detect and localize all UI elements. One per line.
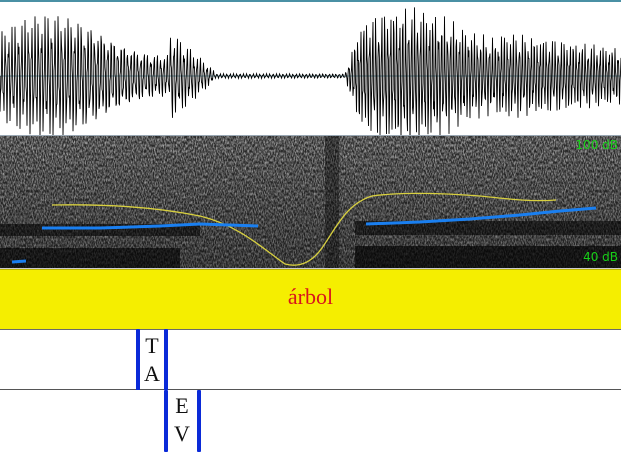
boundary-marker[interactable]: [164, 390, 168, 452]
segment-label[interactable]: E: [175, 393, 189, 418]
pitch-track-right: [365, 206, 597, 226]
boundary-marker[interactable]: [136, 329, 140, 392]
intensity-curve: [51, 192, 557, 266]
pitch-track-left: [42, 222, 259, 230]
waveform-trace: [0, 7, 621, 135]
spectrogram-panel[interactable]: 100 dB 40 dB: [0, 136, 621, 269]
boundary-marker[interactable]: [197, 390, 201, 452]
spectrogram-shade: [0, 136, 621, 268]
pitch-track-stub: [11, 259, 27, 264]
db-max-label: 100 dB: [575, 138, 618, 152]
word-tier[interactable]: árbol: [0, 269, 621, 330]
word-label[interactable]: árbol: [287, 284, 334, 309]
waveform-panel[interactable]: [0, 0, 621, 136]
segment-label[interactable]: T: [145, 333, 159, 358]
waveform-plot: [0, 7, 621, 135]
db-min-label: 40 dB: [583, 250, 618, 264]
annotation-tier-2[interactable]: E V: [0, 390, 621, 452]
segment-label[interactable]: A: [144, 361, 160, 386]
spectrogram-plot: [0, 136, 621, 268]
segment-label[interactable]: V: [174, 421, 190, 446]
annotation-tier-1[interactable]: T A: [0, 329, 621, 392]
boundary-marker[interactable]: [164, 329, 168, 392]
